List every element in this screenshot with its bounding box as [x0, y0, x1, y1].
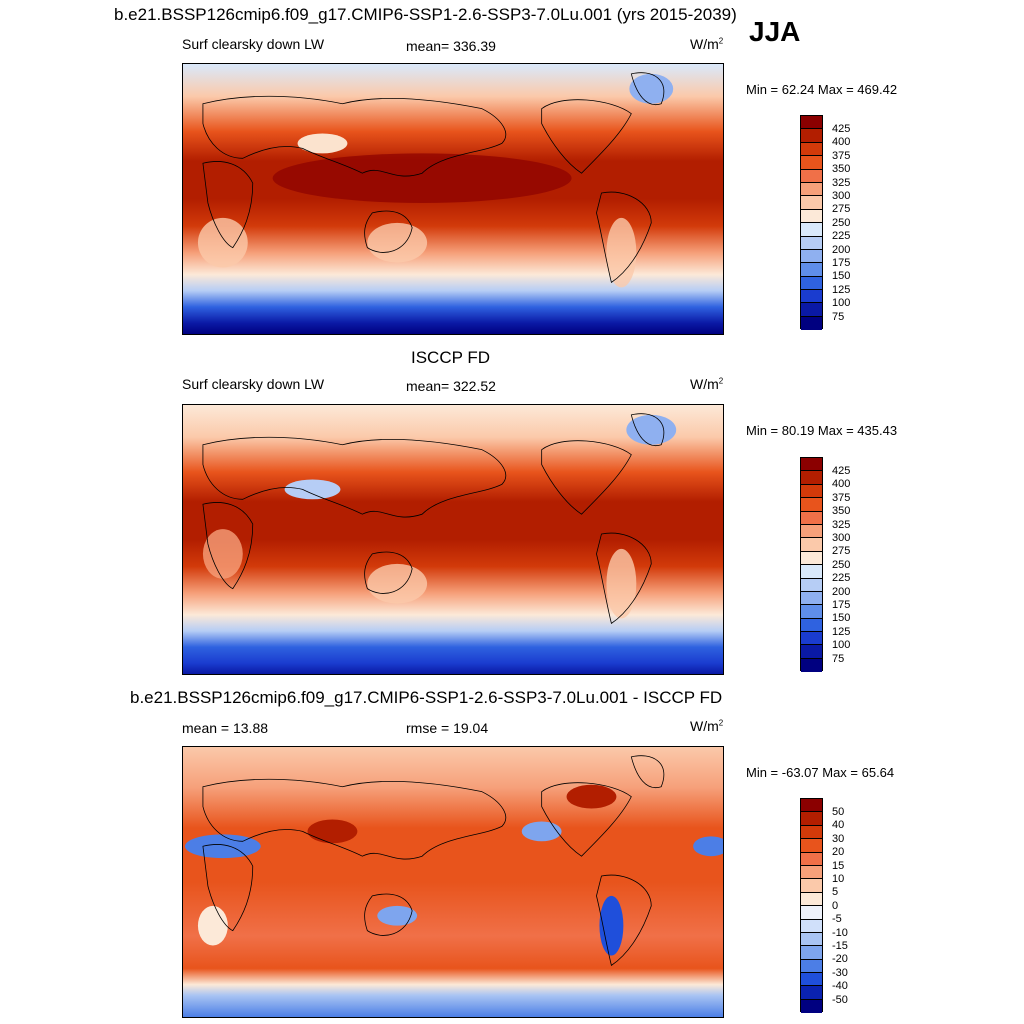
cbar-label: 20	[832, 846, 845, 859]
panel2-minmax: Min = 80.19 Max = 435.43	[746, 423, 898, 438]
cbar-label: 50	[832, 806, 845, 818]
panel2-map	[182, 404, 724, 675]
cbar-label: 325	[832, 518, 851, 531]
cbar-label: 75	[832, 310, 845, 323]
cbar-label: -30	[832, 966, 848, 979]
panel3-rmse-label: rmse = 19.04	[406, 720, 489, 736]
cbar-label: 275	[832, 545, 851, 558]
cbar-label: 425	[832, 123, 851, 135]
cbar-label: 225	[832, 230, 851, 243]
panel2-title: ISCCP FD	[411, 348, 491, 367]
cbar-label: 10	[832, 873, 845, 885]
cbar-label: 150	[832, 270, 851, 283]
cbar-label: 5	[832, 886, 839, 899]
cbar-label: 100	[832, 297, 851, 310]
cbar-label: 350	[832, 505, 851, 518]
cbar-label: 250	[832, 558, 851, 571]
cbar-label: -15	[832, 940, 848, 952]
panel1-units: W/m2	[690, 36, 724, 52]
panel1-map	[182, 63, 724, 335]
cbar-label: -50	[832, 993, 848, 1006]
season-label: JJA	[749, 16, 801, 47]
panel3-colorbar	[800, 798, 823, 1014]
panel2-mean-label: mean= 322.52	[406, 378, 496, 394]
cbar-label: 125	[832, 625, 851, 638]
cbar-label: -5	[832, 913, 842, 926]
cbar-label: 425	[832, 465, 851, 477]
panel3-map	[182, 746, 724, 1018]
cbar-label: -10	[832, 926, 848, 939]
panel1-mean-label: mean= 336.39	[406, 38, 496, 54]
cbar-label: 250	[832, 216, 851, 229]
cbar-label: 30	[832, 832, 845, 845]
cbar-label: 400	[832, 136, 851, 149]
cbar-label: 225	[832, 572, 851, 585]
panel3-minmax: Min = -63.07 Max = 65.64	[746, 765, 895, 780]
cbar-label: -20	[832, 953, 848, 966]
panel1-variable-label: Surf clearsky down LW	[182, 36, 325, 52]
panel2-units: W/m2	[690, 376, 724, 392]
cbar-label: 400	[832, 478, 851, 491]
cbar-label: 100	[832, 639, 851, 652]
panel3-units: W/m2	[690, 718, 724, 734]
cbar-label: 40	[832, 819, 845, 832]
cbar-label: 0	[832, 899, 839, 912]
cbar-label: 75	[832, 652, 845, 665]
cbar-label: 200	[832, 243, 851, 256]
panel3-title: b.e21.BSSP126cmip6.f09_g17.CMIP6-SSP1-2.…	[130, 688, 723, 707]
cbar-label: -40	[832, 980, 848, 993]
cbar-label: 200	[832, 585, 851, 598]
cbar-label: 350	[832, 163, 851, 176]
panel2-variable-label: Surf clearsky down LW	[182, 376, 325, 392]
panel2-colorbar	[800, 457, 823, 673]
panel1-minmax: Min = 62.24 Max = 469.42	[746, 82, 898, 97]
cbar-label: 375	[832, 149, 851, 162]
main-title: b.e21.BSSP126cmip6.f09_g17.CMIP6-SSP1-2.…	[114, 5, 737, 24]
cbar-label: 125	[832, 283, 851, 296]
panel1-colorbar	[800, 115, 823, 331]
panel3-mean-label: mean = 13.88	[182, 720, 269, 736]
cbar-label: 175	[832, 599, 851, 611]
cbar-label: 15	[832, 859, 845, 872]
cbar-label: 375	[832, 491, 851, 504]
cbar-label: 325	[832, 176, 851, 189]
cbar-label: 300	[832, 532, 851, 544]
cbar-label: 300	[832, 190, 851, 202]
cbar-label: 150	[832, 612, 851, 625]
cbar-label: 275	[832, 203, 851, 216]
cbar-label: 175	[832, 257, 851, 269]
